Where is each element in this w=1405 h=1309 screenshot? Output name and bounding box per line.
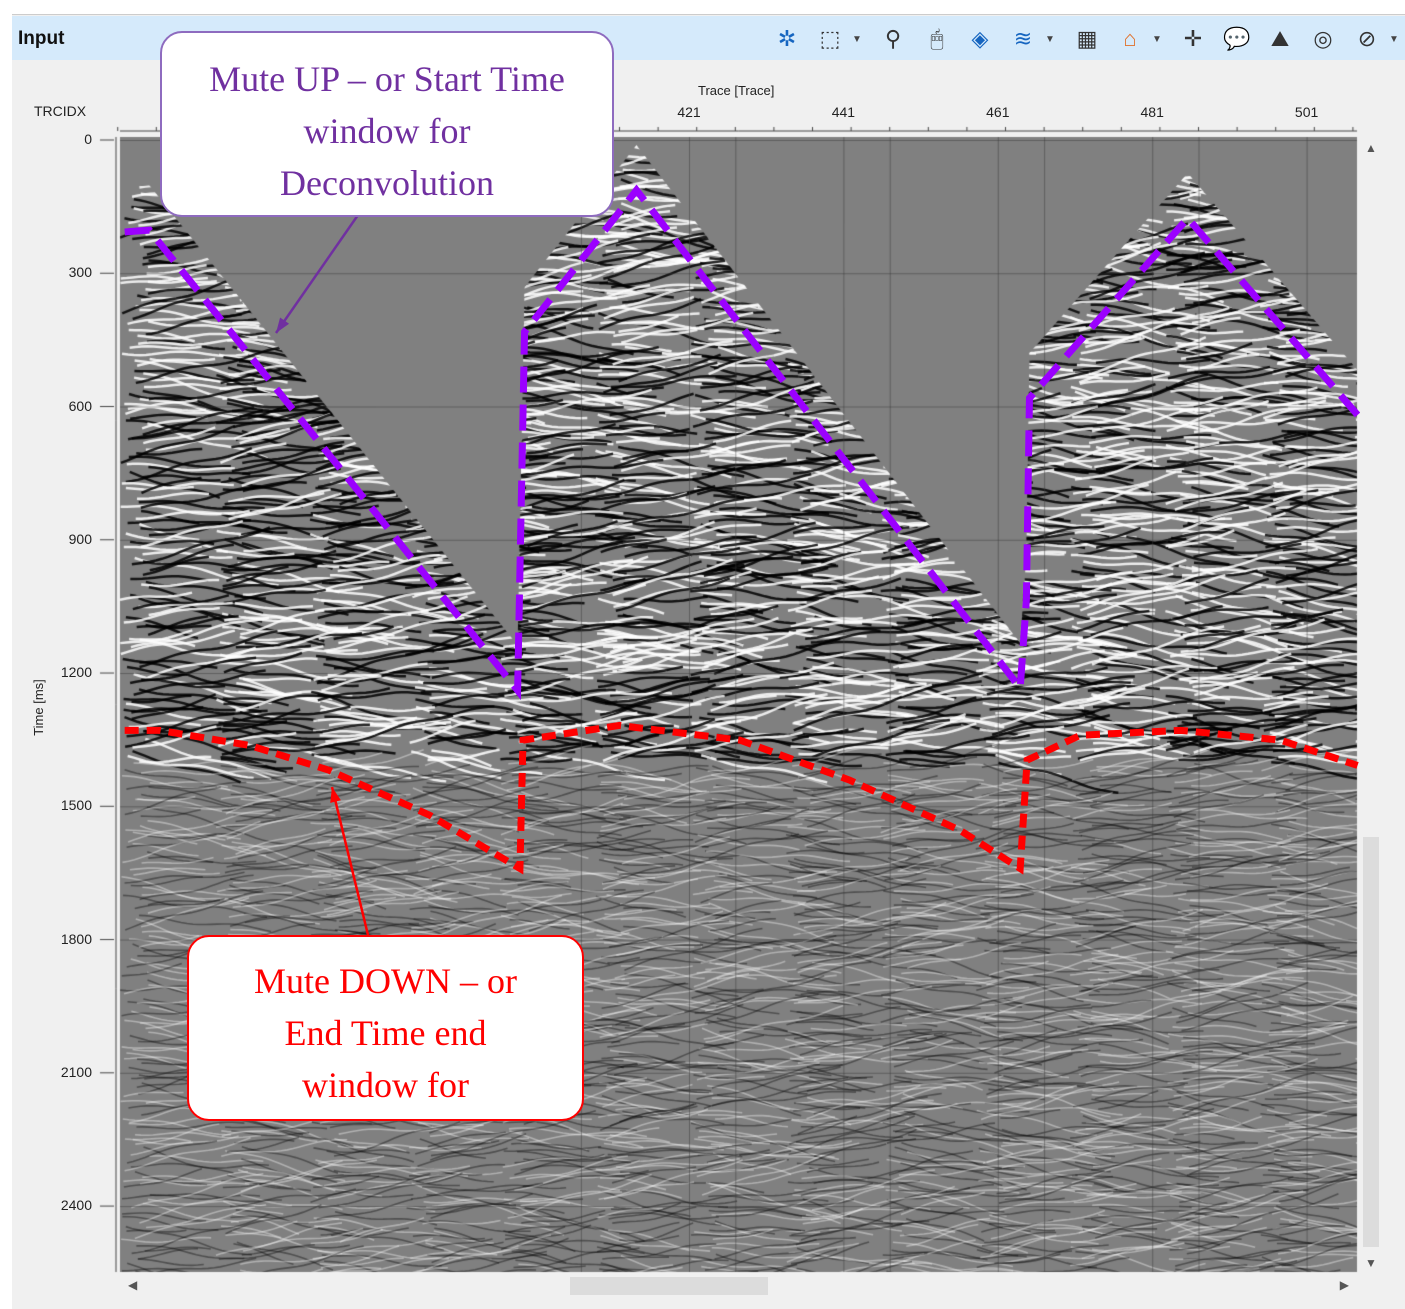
callout-line: End Time end xyxy=(284,1013,487,1053)
compass-icon[interactable]: ⊘ xyxy=(1357,26,1377,51)
header-label: TRCIDX xyxy=(34,103,87,119)
chevron-down-icon[interactable]: ▼ xyxy=(1152,34,1162,45)
y-tick-label: 2400 xyxy=(60,1197,92,1214)
callout-line: Deconvolution xyxy=(280,163,494,203)
y-axis-label: Time [ms] xyxy=(30,679,46,736)
magnifier-icon[interactable]: ⚲ xyxy=(884,26,902,51)
y-tick-label: 600 xyxy=(68,397,92,414)
trace-table-icon[interactable]: ▦ xyxy=(1076,26,1098,51)
y-tick-label: 0 xyxy=(84,131,92,147)
gear-icon[interactable]: ✲ xyxy=(777,26,797,51)
y-tick-label: 300 xyxy=(68,264,92,281)
export-image-icon[interactable]: ⛰ xyxy=(1270,26,1290,51)
y-tick-label: 1800 xyxy=(60,930,92,947)
comment-icon[interactable]: 💬 xyxy=(1223,26,1251,51)
wiggle-icon[interactable]: ≋ xyxy=(1013,26,1033,51)
x-axis-label: Trace [Trace] xyxy=(698,83,775,98)
x-tick-label: 441 xyxy=(831,104,856,120)
mute-up-callout: Mute UP – or Start Time window for Decon… xyxy=(160,31,614,217)
zoom-window-icon[interactable]: ⬚ xyxy=(819,26,841,51)
horizontal-scrollbar[interactable]: ◀ ▶ xyxy=(120,1274,1357,1298)
x-tick-label: 461 xyxy=(986,104,1010,120)
tape-icon[interactable]: ◎ xyxy=(1313,26,1333,51)
chevron-down-icon[interactable]: ▼ xyxy=(852,34,862,45)
scroll-down-icon[interactable]: ▼ xyxy=(1365,1256,1377,1270)
callout-line: Mute DOWN – or xyxy=(254,961,517,1001)
scroll-left-icon[interactable]: ◀ xyxy=(128,1278,138,1292)
y-tick-label: 1200 xyxy=(60,664,92,681)
vertical-scroll-thumb[interactable] xyxy=(1363,837,1379,1247)
x-tick-label: 501 xyxy=(1294,104,1319,120)
vertical-scrollbar[interactable]: ▲ ▼ xyxy=(1360,137,1382,1272)
x-tick-label: 481 xyxy=(1140,104,1164,120)
layers-icon[interactable]: ◈ xyxy=(971,26,989,51)
spectrum-icon[interactable]: ⌂ xyxy=(1123,26,1137,51)
y-tick-label: 2100 xyxy=(60,1063,92,1080)
mouse-icon[interactable]: 🖱 xyxy=(930,26,944,51)
crosshair-pick-icon[interactable]: ✛ xyxy=(1183,26,1203,51)
scroll-up-icon[interactable]: ▲ xyxy=(1365,141,1377,155)
callout-line: window for xyxy=(303,111,471,151)
callout-line: window for xyxy=(302,1065,469,1105)
x-tick-label: 421 xyxy=(677,104,701,120)
chevron-down-icon[interactable]: ▼ xyxy=(1045,34,1055,45)
scroll-right-icon[interactable]: ▶ xyxy=(1339,1278,1349,1292)
window-title: Input xyxy=(18,28,65,49)
y-tick-label: 1500 xyxy=(60,797,92,814)
chevron-down-icon[interactable]: ▼ xyxy=(1389,34,1399,45)
mute-down-callout: Mute DOWN – or End Time end window for xyxy=(187,935,584,1121)
callout-line: Mute UP – or Start Time xyxy=(209,59,565,99)
y-tick-label: 900 xyxy=(68,530,92,547)
horizontal-scroll-thumb[interactable] xyxy=(570,1277,768,1295)
